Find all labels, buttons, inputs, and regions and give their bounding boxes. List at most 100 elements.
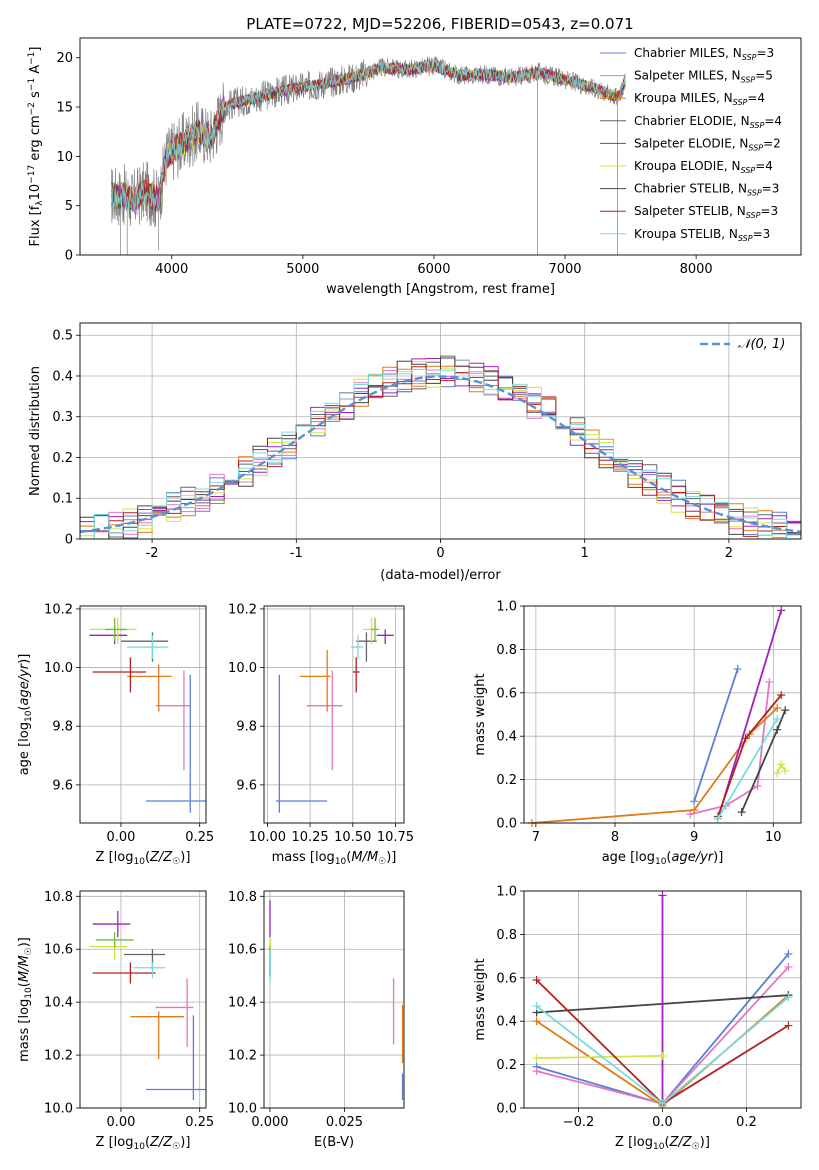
model-spectrum-line (111, 61, 626, 212)
x-tick-label: 0.0 (652, 1115, 673, 1130)
x-tick-label: 6000 (417, 262, 450, 277)
mass-vs-metallicity-panel: 0.00 0.25 10.0 10.2 10.4 10.6 10.8 Z [log10(Z/Z… (17, 890, 214, 1152)
y-tick-label: 0.3 (52, 410, 73, 425)
y-tick-label: 5 (65, 199, 73, 214)
mass-weight-marker (773, 769, 782, 778)
mass-weight-line (689, 681, 771, 816)
histogram-step-line (80, 369, 801, 539)
x-tick-label: 7 (532, 830, 540, 845)
errorbar-point (306, 670, 343, 771)
y-tick-label: 0.4 (52, 369, 73, 384)
errorbar-point (89, 629, 128, 645)
x-tick-label: 0 (436, 546, 444, 561)
y-tick-label: 10.2 (228, 1049, 257, 1064)
legend-entry: 𝒩(0, 1) (738, 337, 785, 352)
mass-weight-marker (686, 810, 695, 819)
y-axis-label: Flux [fλ10−17 erg cm−2 s−1 A−1] (27, 47, 45, 247)
age-label-group: age [log10(age/yr)] (17, 654, 34, 776)
mass-weight-marker (784, 1021, 793, 1030)
x-tick-label: 1 (581, 546, 589, 561)
mass-weight-marker (658, 1099, 667, 1108)
x-tick-label: 4000 (155, 262, 188, 277)
mass-weight-marker (784, 949, 793, 958)
y-tick-label: 10.0 (228, 661, 257, 676)
legend-entry: Kroupa ELODIE, NSSP=4 (634, 159, 773, 175)
x-tick-label: 0.00 (106, 1115, 135, 1130)
y-tick-label: 10.2 (228, 602, 257, 617)
mass-weight-marker (781, 766, 790, 775)
y-tick-label: 10.2 (44, 1049, 73, 1064)
age-label-group: age [log10(age/yr)] (602, 850, 724, 867)
mass-weight-marker (773, 714, 782, 723)
y-tick-label: 0 (65, 533, 73, 548)
mass-weight-marker (532, 1017, 541, 1026)
mass-weight-marker (658, 891, 667, 900)
y-tick-label: 9.8 (236, 720, 257, 735)
residual-histogram-panel: -2 -1 0 1 2 0 0.1 0.2 0.3 0.4 0.5 𝒩(0, 1) (data-mode… (28, 322, 802, 583)
y-tick-label: 0.8 (496, 643, 517, 658)
x-tick-label: 0.025 (326, 1115, 363, 1130)
mass-weight-marker (733, 664, 742, 673)
figure-title: PLATE=0722, MJD=52206, FIBERID=0543, z=0… (246, 15, 633, 33)
errorbar-point (376, 629, 394, 645)
y-tick-label: 10.6 (44, 943, 73, 958)
mass-weight-line (536, 1055, 663, 1059)
y-tick-label: 0.2 (52, 451, 73, 466)
errorbar-point (89, 617, 137, 645)
x-axis-label: Z [log10(Z/Z☉)] (96, 850, 191, 867)
y-tick-label: 0.4 (496, 730, 517, 745)
y-tick-label: 10.0 (228, 1102, 257, 1117)
mass-weight-line (693, 668, 739, 802)
mass-weight-vs-age-panel: 7 8 9 10 0.0 0.2 0.4 0.6 0.8 1.0 mass weight age [l… (473, 600, 802, 867)
y-tick-label: 10.4 (44, 996, 73, 1011)
y-tick-label: 9.8 (52, 720, 73, 735)
y-tick-label: 0.6 (496, 686, 517, 701)
legend-entry: Kroupa MILES, NSSP=4 (634, 91, 765, 107)
y-tick-label: 0.0 (496, 1102, 517, 1117)
x-tick-label: 0.25 (185, 830, 214, 845)
legend-entry: Salpeter MILES, NSSP=5 (634, 69, 773, 85)
x-axis-label: wavelength [Angstrom, rest frame] (326, 282, 555, 297)
x-axis-label: E(B-V) (314, 1135, 354, 1150)
x-tick-label: 0.000 (251, 1115, 288, 1130)
age-vs-mass-panel: 10.00 10.25 10.50 10.75 9.6 9.8 10.0 10.2 mass [… (228, 602, 414, 867)
axes-frame (263, 605, 405, 824)
y-tick-label: 9.6 (236, 778, 257, 793)
errorbar-point (89, 941, 128, 960)
x-tick-label: -1 (290, 546, 303, 561)
errorbar-point (356, 632, 377, 662)
errorbar-point (275, 674, 328, 813)
histogram-step-line (80, 359, 801, 539)
y-tick-label: 0.1 (52, 492, 73, 507)
axes-frame (263, 890, 405, 1109)
mass-weight-marker (737, 808, 746, 817)
normal-curve-line (79, 375, 802, 534)
errorbar-point (133, 962, 166, 979)
mass-weight-marker (773, 703, 782, 712)
legend-entry: Chabrier STELIB, NSSP=3 (634, 182, 779, 198)
mass-weight-marker (532, 1002, 541, 1011)
legend-entry: Salpeter STELIB, NSSP=3 (634, 204, 778, 220)
x-axis-label: (data-model)/error (380, 568, 501, 583)
errorbar-point (351, 635, 364, 659)
mass-weight-marker (532, 975, 541, 984)
spectrum-legend: Chabrier MILES, NSSP=3 Salpeter MILES, NS… (600, 46, 782, 243)
y-tick-label: 0.0 (496, 817, 517, 832)
y-tick-label: 10.0 (44, 1102, 73, 1117)
errorbar-point (95, 932, 134, 948)
x-tick-label: 10.00 (249, 830, 286, 845)
legend-entry: Chabrier MILES, NSSP=3 (634, 46, 774, 62)
y-tick-label: 0.2 (496, 1058, 517, 1073)
mass-weight-marker (690, 805, 699, 814)
errorbar-point (146, 1015, 206, 1101)
mass-weight-marker (784, 993, 793, 1002)
mass-weight-marker (784, 962, 793, 971)
legend-entry: Chabrier ELODIE, NSSP=4 (634, 114, 782, 130)
y-tick-label: 0.2 (496, 773, 517, 788)
mass-weight-marker (765, 677, 774, 686)
y-axis-label: mass weight (473, 673, 488, 755)
legend-entry: Kroupa STELIB, NSSP=3 (634, 227, 770, 243)
x-tick-label: 2 (725, 546, 733, 561)
x-tick-label: 0.00 (106, 830, 135, 845)
